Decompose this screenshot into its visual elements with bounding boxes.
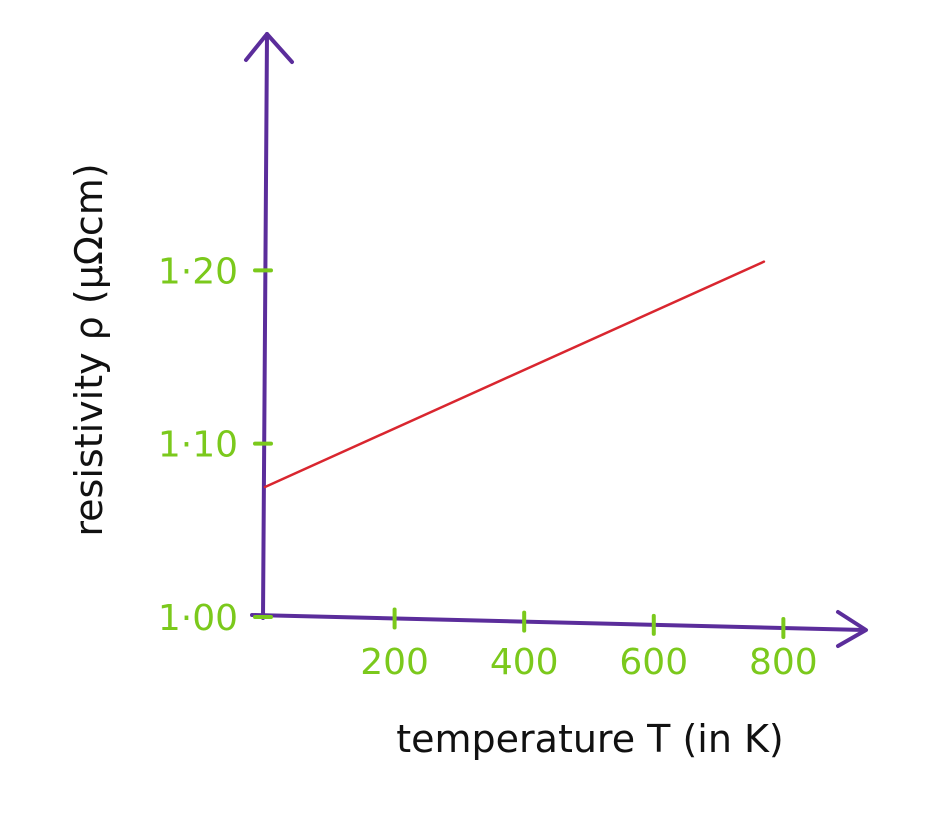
ticks: 200 400 600 800 1·00 1·10 1·20 xyxy=(158,251,818,683)
y-tick-label-1·10: 1·10 xyxy=(158,425,238,466)
x-axis-arrow-icon xyxy=(836,610,868,648)
y-tick-label-1·00: 1·00 xyxy=(158,598,238,639)
y-axis-arrow-icon xyxy=(244,32,294,64)
series-line-0 xyxy=(263,260,766,489)
x-axis xyxy=(250,613,866,632)
x-tick-label-800: 800 xyxy=(749,642,818,683)
x-tick-label-400: 400 xyxy=(490,642,559,683)
x-tick-label-600: 600 xyxy=(619,642,688,683)
x-tick-label-200: 200 xyxy=(360,642,429,683)
series xyxy=(263,260,766,489)
x-axis-title: temperature T (in K) xyxy=(396,717,784,761)
y-tick-label-1·20: 1·20 xyxy=(158,251,238,292)
y-axis-title: resistivity ρ (μΩcm) xyxy=(67,163,111,536)
axes xyxy=(244,32,868,648)
y-axis xyxy=(261,32,269,620)
